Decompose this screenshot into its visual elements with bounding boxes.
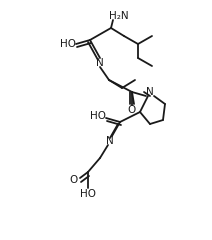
Text: HO: HO	[60, 39, 76, 49]
Text: O: O	[69, 175, 77, 185]
Text: HO: HO	[90, 111, 106, 121]
Text: N: N	[106, 136, 114, 146]
Text: N: N	[96, 58, 104, 68]
Text: O: O	[128, 105, 136, 115]
Text: N: N	[146, 87, 154, 97]
Text: HO: HO	[80, 189, 96, 199]
Text: H₂N: H₂N	[109, 11, 129, 21]
